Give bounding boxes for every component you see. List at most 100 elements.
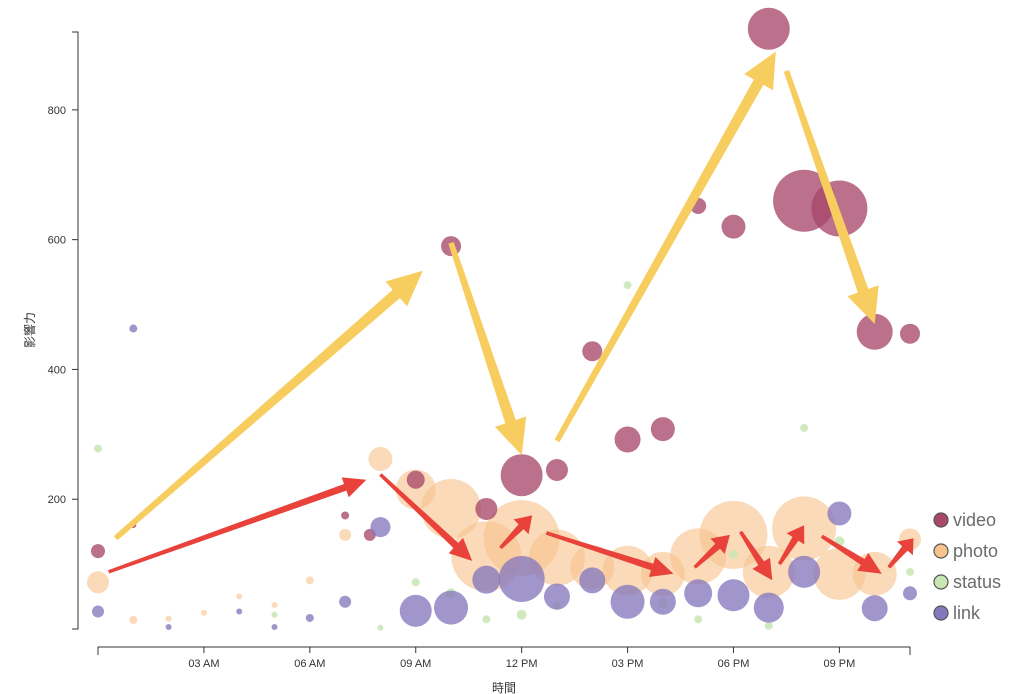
y-tick-label: 600 xyxy=(48,235,66,247)
bubble-link[interactable] xyxy=(399,594,432,627)
bubble-video[interactable] xyxy=(721,214,746,239)
axes: 200 400 600 800 03 AM 06 AM 09 AM 12 PM 03 PM 06… xyxy=(22,31,911,694)
bubble-link[interactable] xyxy=(684,579,713,608)
bubble-link[interactable] xyxy=(579,567,606,594)
bubble-link[interactable] xyxy=(717,579,750,612)
bubble-link[interactable] xyxy=(543,583,570,610)
red-trend-arrow xyxy=(108,477,367,574)
red-trend-arrow xyxy=(693,534,730,569)
bubble-status[interactable] xyxy=(271,611,278,618)
bubble-video[interactable] xyxy=(856,313,893,350)
yellow-trend-arrow xyxy=(554,51,776,443)
red-trend-arrow xyxy=(545,531,674,577)
y-tick-label: 200 xyxy=(48,494,66,506)
bubble-video[interactable] xyxy=(500,454,543,497)
bubble-status[interactable] xyxy=(729,550,738,559)
bubble-link[interactable] xyxy=(92,605,104,618)
x-axis-ticks: 03 AM 06 AM 09 AM 12 PM 03 PM 06 PM 09 PM xyxy=(188,647,855,670)
red-trend-arrow xyxy=(739,530,773,581)
bubble-photo[interactable] xyxy=(271,601,278,608)
bubble-link[interactable] xyxy=(498,556,545,603)
red-trend-arrow xyxy=(499,515,533,550)
bubble-video[interactable] xyxy=(900,323,920,344)
bubble-link[interactable] xyxy=(788,555,821,588)
legend-label: status xyxy=(953,572,1001,592)
bubble-link[interactable] xyxy=(236,608,243,615)
bubble-link[interactable] xyxy=(827,501,852,526)
legend-swatch xyxy=(933,512,949,528)
bubble-photo[interactable] xyxy=(236,593,243,600)
red-trend-arrow xyxy=(379,473,473,561)
x-tick-label: 09 AM xyxy=(400,658,431,670)
legend-swatch xyxy=(933,574,949,590)
bubble-video[interactable] xyxy=(747,7,790,50)
bubble-video[interactable] xyxy=(91,544,105,559)
bubble-video[interactable] xyxy=(341,511,350,520)
bubble-photo[interactable] xyxy=(813,547,866,600)
bubble-photo[interactable] xyxy=(165,615,172,622)
bubble-photo[interactable] xyxy=(200,609,207,616)
legend-label: photo xyxy=(953,541,998,561)
bubble-status[interactable] xyxy=(694,615,703,624)
x-axis-title: 時間 xyxy=(492,681,516,694)
bubble-link[interactable] xyxy=(434,590,469,625)
bubble-video[interactable] xyxy=(582,341,603,362)
bubble-photo[interactable] xyxy=(87,571,109,594)
red-trend-arrow xyxy=(777,525,805,565)
legend-item-video[interactable]: video xyxy=(933,510,996,530)
bubble-status[interactable] xyxy=(623,281,632,290)
bubble-status[interactable] xyxy=(906,567,914,576)
x-axis-line xyxy=(97,646,911,655)
bubble-status[interactable] xyxy=(800,423,809,432)
legend-swatch xyxy=(933,605,949,621)
bubble-video[interactable] xyxy=(650,417,675,442)
annotation-arrows xyxy=(108,51,914,581)
red-trend-arrow xyxy=(820,534,882,574)
legend-label: link xyxy=(953,603,981,623)
red-trend-arrow xyxy=(887,538,914,569)
bubble-photo[interactable] xyxy=(368,446,393,471)
legend-swatch xyxy=(933,543,949,559)
bubble-link[interactable] xyxy=(165,624,172,631)
bubble-link[interactable] xyxy=(370,517,391,538)
x-tick-label: 12 PM xyxy=(506,658,538,670)
bubble-photo[interactable] xyxy=(305,576,314,585)
y-axis-title: 影響力 xyxy=(22,312,37,348)
bubble-photo[interactable] xyxy=(602,545,653,596)
bubbles xyxy=(87,7,921,631)
bubble-link[interactable] xyxy=(339,595,352,608)
bubble-status[interactable] xyxy=(764,621,773,630)
x-tick-label: 06 AM xyxy=(294,658,325,670)
yellow-trend-arrow xyxy=(783,70,879,324)
bubble-video[interactable] xyxy=(406,470,425,489)
bubble-status[interactable] xyxy=(377,624,384,631)
legend-item-link[interactable]: link xyxy=(933,603,981,623)
bubble-link[interactable] xyxy=(753,592,784,623)
bubble-link[interactable] xyxy=(271,624,278,631)
bubble-status[interactable] xyxy=(411,578,420,587)
bubble-link[interactable] xyxy=(861,595,888,622)
legend-label: video xyxy=(953,510,996,530)
legend: video photo status link xyxy=(933,510,1001,623)
y-axis-line xyxy=(72,31,79,630)
legend-item-photo[interactable]: photo xyxy=(933,541,998,561)
bubble-photo[interactable] xyxy=(339,528,352,541)
bubble-link[interactable] xyxy=(129,324,138,333)
x-tick-label: 03 AM xyxy=(188,658,219,670)
y-tick-label: 800 xyxy=(48,105,66,117)
bubble-link[interactable] xyxy=(472,565,501,594)
bubble-link[interactable] xyxy=(649,588,676,615)
bubble-video[interactable] xyxy=(545,459,568,482)
bubble-video[interactable] xyxy=(475,497,498,520)
bubble-link[interactable] xyxy=(903,586,917,601)
bubble-status[interactable] xyxy=(482,615,491,624)
legend-item-status[interactable]: status xyxy=(933,572,1001,592)
yellow-trend-arrow xyxy=(113,270,423,541)
bubble-status[interactable] xyxy=(516,609,527,620)
bubble-video[interactable] xyxy=(614,426,641,453)
bubble-link[interactable] xyxy=(305,613,314,622)
bubble-link[interactable] xyxy=(610,584,645,619)
bubble-photo[interactable] xyxy=(129,615,138,624)
bubble-status[interactable] xyxy=(94,444,102,453)
